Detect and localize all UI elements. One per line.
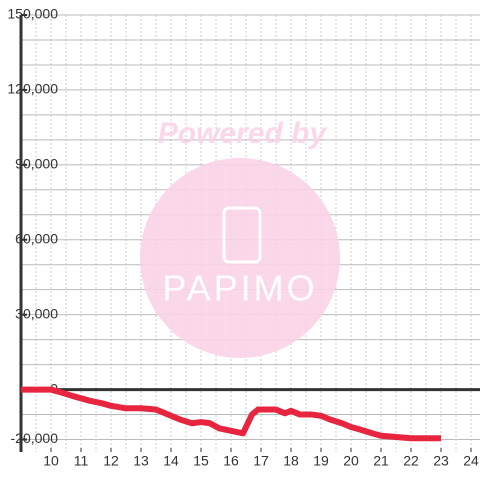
x-tick-label: 11 — [74, 453, 89, 469]
x-tick-label: 14 — [163, 453, 179, 469]
y-tick-label: 120,000 — [7, 81, 58, 97]
x-tick-label: 10 — [43, 453, 59, 469]
x-tick-label: 13 — [133, 453, 149, 469]
watermark-title: Powered by — [158, 117, 328, 150]
x-tick-label: 20 — [343, 453, 359, 469]
y-tick-label: 30,000 — [15, 305, 58, 321]
x-tick-label: 23 — [433, 453, 449, 469]
watermark-circle — [140, 158, 340, 358]
x-tick-label: 12 — [103, 453, 119, 469]
data-line — [21, 386, 441, 442]
y-tick-label: 60,000 — [15, 230, 58, 246]
y-tick-label: 150,000 — [7, 6, 58, 22]
y-tick-label: -20,000 — [11, 430, 59, 446]
x-tick-label: 24 — [463, 453, 479, 469]
x-tick-label: 16 — [223, 453, 239, 469]
x-tick-label: 19 — [313, 453, 329, 469]
x-tick-label: 17 — [253, 453, 269, 469]
y-tick-label: 90,000 — [15, 156, 58, 172]
watermark: Powered by PAPIMO — [140, 117, 340, 358]
plot: -20,000030,00060,00090,000120,000150,000… — [7, 6, 480, 469]
watermark-brand: PAPIMO — [162, 268, 317, 309]
x-tick-label: 21 — [373, 453, 389, 469]
watermark-phone — [222, 206, 262, 264]
x-tick-label: 15 — [193, 453, 209, 469]
x-tick-label: 18 — [283, 453, 299, 469]
x-tick-label: 22 — [403, 453, 419, 469]
